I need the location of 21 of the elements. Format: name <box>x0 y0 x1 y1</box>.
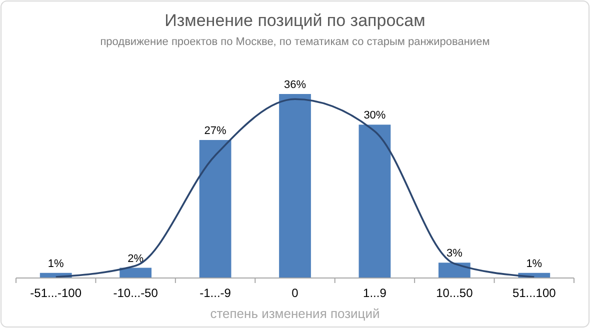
data-label: 3% <box>446 248 463 260</box>
bar <box>438 262 470 278</box>
data-label: 30% <box>364 110 386 122</box>
x-tick-label: -1...-9 <box>200 286 232 300</box>
data-label: 27% <box>204 125 227 137</box>
x-tick-label: -51...-100 <box>30 286 82 300</box>
data-label: 2% <box>128 252 144 265</box>
data-label: 36% <box>284 79 306 91</box>
x-tick-label: 1...9 <box>363 286 387 300</box>
bar <box>279 94 311 278</box>
x-tick-label: 51...100 <box>512 286 556 300</box>
data-label: 1% <box>48 258 64 270</box>
x-tick-label: -10...-50 <box>113 286 158 300</box>
bar <box>358 124 391 278</box>
x-tick-label: 10...50 <box>436 286 474 300</box>
x-axis-title: степень изменения позиций <box>210 306 380 321</box>
data-label: 1% <box>526 258 542 270</box>
bar <box>199 140 232 278</box>
x-tick-label: 0 <box>292 286 299 300</box>
chart-subtitle: продвижение проектов по Москве, по тематикам со старым ранжированием <box>100 36 490 48</box>
chart-title: Изменение позиций по запросам <box>164 11 426 30</box>
